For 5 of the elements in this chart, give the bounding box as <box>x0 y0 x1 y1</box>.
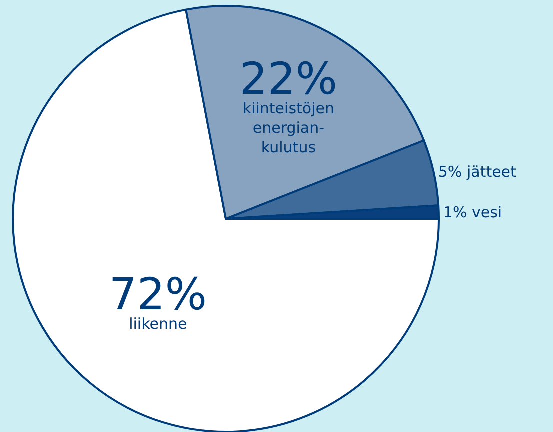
slice-label: liikenne <box>129 314 188 333</box>
slice-label: 5% jätteet <box>438 163 517 182</box>
slice-label: kiinteistöjen energian-kulutus <box>242 99 334 156</box>
pie-slice <box>12 8 440 432</box>
slice-label: 1% vesi <box>443 203 502 222</box>
